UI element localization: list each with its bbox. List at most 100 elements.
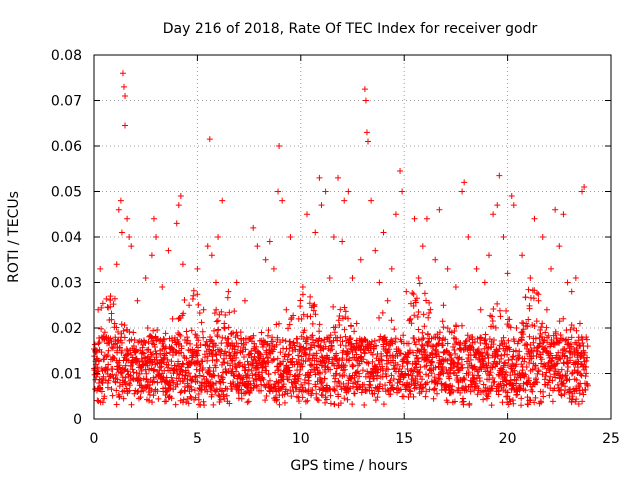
data-point bbox=[137, 376, 144, 383]
data-point bbox=[114, 338, 121, 345]
data-point bbox=[558, 366, 565, 373]
data-point bbox=[477, 306, 484, 313]
data-point bbox=[131, 390, 138, 397]
data-point bbox=[129, 366, 136, 373]
data-point bbox=[477, 339, 484, 346]
data-point bbox=[103, 295, 110, 302]
data-point bbox=[380, 401, 387, 408]
data-point bbox=[265, 381, 272, 388]
data-point bbox=[190, 292, 197, 299]
data-point bbox=[502, 359, 509, 366]
data-point bbox=[335, 174, 342, 181]
data-point bbox=[214, 317, 221, 324]
data-point bbox=[148, 252, 155, 259]
data-point bbox=[285, 376, 292, 383]
data-point bbox=[505, 357, 512, 364]
data-point bbox=[367, 382, 374, 389]
data-point bbox=[273, 321, 280, 328]
data-point bbox=[506, 380, 513, 387]
data-point bbox=[192, 394, 199, 401]
data-point bbox=[298, 353, 305, 360]
data-point bbox=[531, 399, 538, 406]
data-point bbox=[254, 243, 261, 250]
data-point bbox=[415, 308, 422, 315]
data-point bbox=[109, 365, 116, 372]
data-point bbox=[187, 340, 194, 347]
data-point bbox=[236, 372, 243, 379]
data-point bbox=[579, 188, 586, 195]
data-point bbox=[126, 234, 133, 240]
data-point bbox=[488, 382, 495, 389]
data-point bbox=[378, 350, 385, 357]
data-point bbox=[221, 395, 228, 402]
data-point bbox=[387, 377, 394, 384]
data-point bbox=[542, 372, 549, 379]
data-point bbox=[557, 355, 564, 362]
data-point bbox=[157, 347, 164, 354]
data-point bbox=[366, 381, 373, 388]
data-point bbox=[289, 355, 296, 362]
data-point bbox=[288, 358, 295, 365]
data-point bbox=[507, 377, 514, 384]
data-point bbox=[163, 361, 170, 368]
data-point bbox=[150, 215, 157, 222]
data-point bbox=[269, 334, 276, 341]
data-point bbox=[503, 393, 510, 400]
data-point bbox=[288, 393, 295, 400]
data-point bbox=[381, 335, 388, 342]
data-point bbox=[573, 341, 580, 348]
data-point bbox=[261, 382, 268, 389]
data-point bbox=[296, 371, 303, 378]
data-point bbox=[238, 340, 245, 347]
data-point bbox=[552, 206, 559, 213]
data-point bbox=[583, 334, 590, 341]
data-point bbox=[280, 358, 287, 365]
data-point bbox=[349, 274, 356, 281]
x-tick-label: 20 bbox=[499, 431, 517, 447]
data-point bbox=[582, 386, 589, 393]
data-point bbox=[181, 296, 188, 303]
data-point bbox=[242, 346, 249, 353]
data-point bbox=[195, 301, 202, 308]
data-point bbox=[327, 392, 334, 399]
data-point bbox=[287, 338, 294, 345]
data-point bbox=[451, 346, 458, 353]
data-point bbox=[354, 378, 361, 385]
data-point bbox=[351, 390, 358, 397]
data-point bbox=[288, 316, 295, 323]
data-point bbox=[360, 356, 367, 363]
data-point bbox=[163, 389, 170, 396]
data-point bbox=[175, 341, 182, 348]
data-point bbox=[161, 345, 168, 352]
data-point bbox=[341, 395, 348, 402]
data-point bbox=[316, 328, 323, 335]
data-point bbox=[97, 265, 104, 272]
data-point bbox=[153, 234, 160, 240]
data-point bbox=[525, 286, 532, 293]
y-tick-label: 0.06 bbox=[51, 139, 82, 155]
data-point bbox=[525, 316, 532, 323]
data-point bbox=[486, 376, 493, 383]
data-point bbox=[259, 343, 266, 350]
data-point bbox=[94, 397, 101, 404]
data-point bbox=[423, 297, 430, 304]
data-point bbox=[276, 361, 283, 368]
data-point bbox=[423, 215, 430, 222]
data-point bbox=[168, 395, 175, 402]
data-point bbox=[176, 331, 183, 338]
data-point bbox=[475, 372, 482, 379]
data-point bbox=[432, 364, 439, 371]
data-point bbox=[489, 375, 496, 382]
data-point bbox=[184, 334, 191, 341]
data-point bbox=[584, 381, 591, 388]
data-point bbox=[130, 343, 137, 350]
data-point bbox=[556, 243, 563, 250]
data-point bbox=[208, 385, 215, 392]
data-point bbox=[278, 384, 285, 391]
data-point bbox=[198, 319, 205, 326]
data-point bbox=[459, 364, 466, 371]
data-point bbox=[206, 136, 213, 143]
data-point bbox=[233, 368, 240, 375]
data-point bbox=[273, 341, 280, 348]
data-point bbox=[458, 356, 465, 363]
